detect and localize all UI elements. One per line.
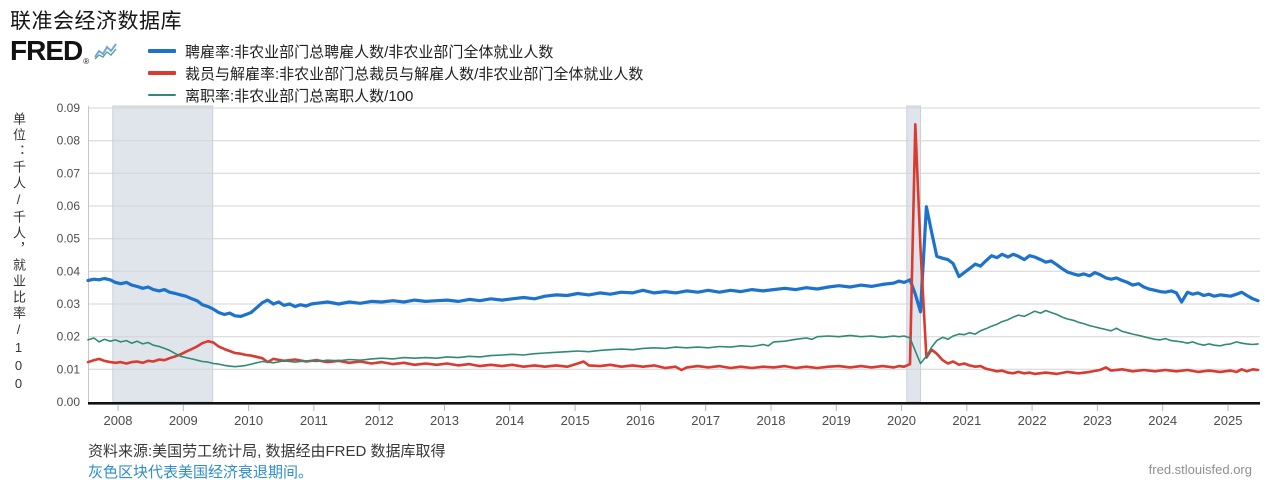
- recession-note-link[interactable]: 灰色区块代表美国经济衰退期间。: [88, 464, 314, 481]
- y-tick-label-0.08: 0.08: [57, 134, 81, 148]
- x-tick-label-2025: 2025: [1214, 413, 1243, 428]
- legend-item-hires: 聘雇率:非农业部门总聘雇人数/非农业部门全体就业人数: [148, 40, 643, 62]
- y-tick-label-0.07: 0.07: [57, 166, 81, 180]
- chart-legend: 聘雇率:非农业部门总聘雇人数/非农业部门全体就业人数 裁员与解雇率:非农业部门总…: [148, 40, 643, 106]
- x-tick-label-2011: 2011: [300, 413, 328, 428]
- y-axis-unit-label: 单位：千人/千人，就业比率/100: [11, 112, 26, 394]
- x-tick-label-2019: 2019: [822, 413, 851, 428]
- x-tick-label-2010: 2010: [234, 413, 263, 428]
- legend-label-hires: 聘雇率:非农业部门总聘雇人数/非农业部门全体就业人数: [185, 43, 554, 61]
- x-tick-label-2020: 2020: [887, 413, 916, 428]
- y-tick-label-0.04: 0.04: [57, 264, 81, 278]
- legend-label-layoffs: 裁员与解雇率:非农业部门总裁员与解雇人数/非农业部门全体就业人数: [185, 65, 644, 83]
- series-line-layoffs: [86, 123, 1260, 376]
- y-tick-label-0.00: 0.00: [57, 395, 81, 409]
- y-tick-label-0.06: 0.06: [57, 199, 81, 213]
- legend-item-layoffs: 裁员与解雇率:非农业部门总裁员与解雇人数/非农业部门全体就业人数: [148, 62, 643, 84]
- layoffs-line-swatch: [148, 71, 176, 75]
- x-axis-line: [88, 402, 1260, 405]
- quits-line-swatch: [148, 94, 176, 96]
- x-tick-label-2016: 2016: [626, 413, 655, 428]
- x-tick-label-2014: 2014: [495, 413, 524, 428]
- x-tick-label-2009: 2009: [169, 413, 198, 428]
- legend-item-quits: 离职率:非农业部门总离职人数/100: [148, 84, 643, 106]
- fred-logo: FRED ®: [10, 35, 119, 66]
- page-title: 联准会经济数据库: [10, 10, 182, 33]
- x-tick-label-2023: 2023: [1083, 413, 1112, 428]
- x-tick-label-2022: 2022: [1018, 413, 1047, 428]
- series-line-hires: [86, 205, 1260, 318]
- y-tick-label-0.03: 0.03: [57, 297, 81, 311]
- sparkline-chart-icon: [93, 41, 119, 66]
- fred-logo-text: FRED: [10, 35, 83, 66]
- y-tick-label-0.02: 0.02: [57, 330, 81, 344]
- hires-line-swatch: [148, 49, 176, 53]
- legend-label-quits: 离职率:非农业部门总离职人数/100: [185, 87, 414, 105]
- recession-band: [112, 105, 214, 403]
- x-tick-label-2017: 2017: [691, 413, 720, 428]
- x-tick-label-2008: 2008: [104, 413, 133, 428]
- x-tick-label-2012: 2012: [365, 413, 394, 428]
- x-tick-label-2021: 2021: [952, 413, 981, 428]
- source-note: 资料来源:美国劳工统计局, 数据经由FRED 数据库取得: [88, 443, 446, 460]
- x-tick-label-2024: 2024: [1148, 413, 1177, 428]
- x-tick-label-2013: 2013: [430, 413, 459, 428]
- x-tick-label-2018: 2018: [757, 413, 786, 428]
- site-url-label: fred.stlouisfed.org: [1148, 462, 1252, 477]
- registered-trademark-icon: ®: [83, 57, 90, 66]
- y-tick-label-0.09: 0.09: [57, 101, 81, 115]
- y-tick-label-0.05: 0.05: [57, 232, 81, 246]
- x-tick-label-2015: 2015: [561, 413, 590, 428]
- series-line-quits: [87, 309, 1259, 368]
- y-tick-label-0.01: 0.01: [57, 362, 81, 376]
